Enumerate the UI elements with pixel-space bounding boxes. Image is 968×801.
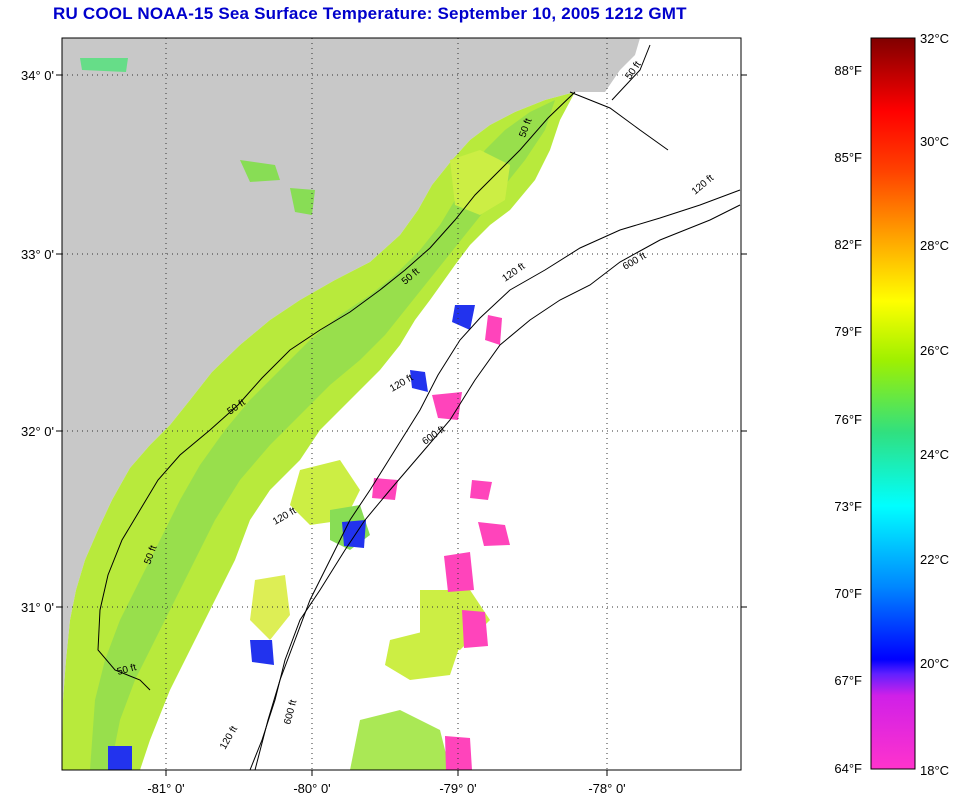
lat-label-31: 31° 0' <box>21 600 54 615</box>
land-area <box>62 38 640 770</box>
f-label: 79°F <box>834 324 862 339</box>
c-label: 22°C <box>920 552 949 567</box>
colorbar <box>870 37 916 770</box>
sst-offshore-patches <box>80 58 510 770</box>
sst-nearshore-cool <box>90 100 555 770</box>
lon-label-78: -78° 0' <box>588 781 625 796</box>
f-label: 85°F <box>834 150 862 165</box>
c-label: 26°C <box>920 343 949 358</box>
f-label: 76°F <box>834 412 862 427</box>
c-label: 32°C <box>920 31 949 46</box>
lon-label-81: -81° 0' <box>147 781 184 796</box>
colorbar-fahrenheit-labels: 88°F 85°F 82°F 79°F 76°F 73°F 70°F 67°F … <box>834 63 862 776</box>
contour-label: 50 ft <box>116 662 138 678</box>
lat-label-32: 32° 0' <box>21 424 54 439</box>
f-label: 88°F <box>834 63 862 78</box>
f-label: 67°F <box>834 673 862 688</box>
map-ticks <box>56 74 747 776</box>
f-label: 73°F <box>834 499 862 514</box>
lat-label-34: 34° 0' <box>21 68 54 83</box>
f-label: 70°F <box>834 586 862 601</box>
f-label: 82°F <box>834 237 862 252</box>
lat-label-33: 33° 0' <box>21 247 54 262</box>
lon-label-80: -80° 0' <box>293 781 330 796</box>
c-label: 30°C <box>920 134 949 149</box>
f-label: 64°F <box>834 761 862 776</box>
lat-lon-grid <box>62 38 741 770</box>
colorbar-celsius-labels: 32°C 30°C 28°C 26°C 24°C 22°C 20°C 18°C <box>920 31 949 778</box>
c-label: 28°C <box>920 238 949 253</box>
c-label: 18°C <box>920 763 949 778</box>
sst-nearshore-band <box>62 92 575 770</box>
depth-contours <box>97 44 741 770</box>
map-frame <box>61 37 742 771</box>
c-label: 24°C <box>920 447 949 462</box>
c-label: 20°C <box>920 656 949 671</box>
map-title: RU COOL NOAA-15 Sea Surface Temperature:… <box>53 4 687 23</box>
lon-label-79: -79° 0' <box>439 781 476 796</box>
map-panel <box>62 38 741 770</box>
